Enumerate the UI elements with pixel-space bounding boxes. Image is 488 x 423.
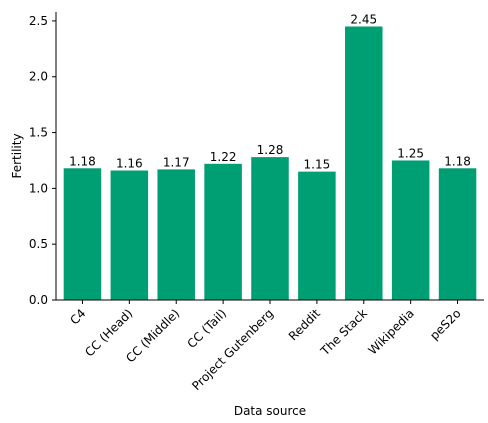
bars [63, 26, 477, 300]
y-tick-label: 0.0 [29, 293, 48, 307]
bar-value-label: 2.45 [350, 13, 377, 27]
bar-value-label: 1.28 [257, 143, 284, 157]
bar-value-labels: 1.18 1.16 1.17 1.22 1.28 1.15 2.45 1.25 1.18 [69, 13, 471, 172]
x-tick-label: C4 [67, 306, 88, 327]
bar-pes2o [438, 168, 477, 300]
y-axis-ticks: 0.0 0.5 1.0 1.5 2.0 2.5 [29, 14, 56, 307]
x-tick-label: The Stack [317, 306, 370, 359]
y-tick-label: 0.5 [29, 237, 48, 251]
bar-cc-middle [157, 169, 195, 300]
bar-c4 [63, 168, 102, 300]
x-tick-label: CC (Tail) [184, 306, 229, 351]
y-tick-label: 2.5 [29, 14, 48, 28]
x-axis-title: Data source [234, 404, 306, 418]
bar-value-label: 1.17 [163, 155, 190, 169]
bar-value-label: 1.18 [69, 154, 96, 168]
bar-project-gutenberg [251, 157, 289, 300]
x-tick-label: Reddit [286, 306, 323, 343]
bar-value-label: 1.22 [210, 150, 237, 164]
y-axis-title: Fertility [10, 133, 24, 178]
bar-reddit [298, 171, 336, 300]
bar-wikipedia [391, 160, 430, 300]
bar-value-label: 1.16 [116, 157, 143, 171]
bar-cc-tail [204, 163, 242, 300]
bar-value-label: 1.18 [444, 154, 471, 168]
x-tick-label: Project Gutenberg [189, 306, 276, 393]
bar-the-stack [345, 26, 383, 300]
x-tick-label: Wikipedia [366, 306, 417, 357]
bar-value-label: 1.15 [304, 158, 331, 172]
x-tick-label: peS2o [427, 306, 463, 342]
bar-value-label: 1.25 [397, 146, 424, 160]
y-tick-label: 1.5 [29, 126, 48, 140]
bar-cc-head [110, 170, 149, 300]
y-tick-label: 2.0 [29, 70, 48, 84]
y-tick-label: 1.0 [29, 181, 48, 195]
